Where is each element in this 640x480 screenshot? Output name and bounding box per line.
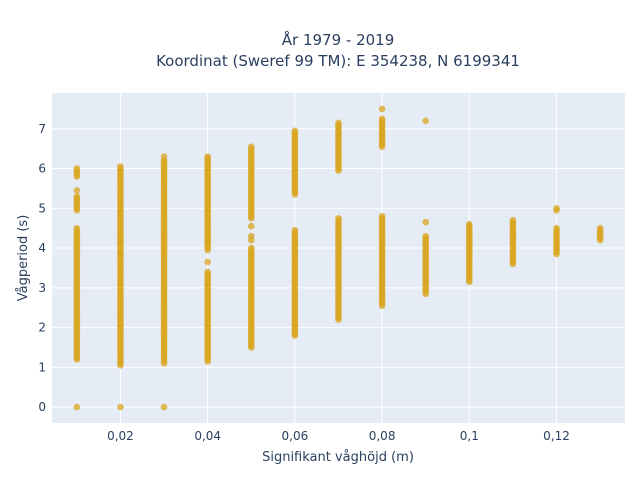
y-tick-label: 0 bbox=[38, 400, 46, 414]
data-point bbox=[553, 224, 560, 232]
data-point bbox=[117, 163, 124, 170]
y-tick-label: 3 bbox=[38, 281, 46, 295]
data-point bbox=[247, 222, 255, 230]
data-point bbox=[73, 165, 81, 172]
data-point bbox=[466, 220, 473, 228]
data-point bbox=[73, 224, 81, 232]
data-point bbox=[247, 232, 255, 240]
y-tick-label: 5 bbox=[38, 201, 46, 215]
y-tick-label: 6 bbox=[38, 162, 46, 176]
data-points bbox=[73, 105, 604, 411]
data-point bbox=[378, 212, 386, 220]
data-point bbox=[422, 232, 430, 240]
y-tick-label: 1 bbox=[38, 360, 46, 374]
data-point bbox=[204, 268, 211, 276]
data-point bbox=[204, 153, 211, 160]
data-point bbox=[247, 143, 255, 150]
y-axis-title: Vågperiod (s) bbox=[16, 215, 31, 302]
x-tick-label: 0,06 bbox=[282, 429, 309, 443]
y-tick-label: 4 bbox=[38, 241, 46, 255]
data-point bbox=[247, 244, 255, 252]
data-point bbox=[422, 117, 430, 125]
data-point bbox=[509, 216, 517, 224]
data-point bbox=[335, 119, 342, 127]
x-tick-label: 0,1 bbox=[460, 429, 479, 443]
y-tick-label: 7 bbox=[38, 122, 46, 136]
data-point bbox=[378, 115, 386, 123]
x-tick-label: 0,08 bbox=[369, 429, 396, 443]
data-point bbox=[291, 226, 299, 234]
data-point bbox=[73, 403, 81, 411]
x-tick-label: 0,12 bbox=[543, 429, 570, 443]
x-axis-ticks: 0,02 0,04 0,06 0,08 0,1 0,12 bbox=[107, 429, 570, 443]
x-axis-title: Signifikant våghöjd (m) bbox=[262, 450, 414, 465]
data-point bbox=[335, 214, 342, 222]
chart-title-line-1: År 1979 - 2019 bbox=[282, 30, 395, 49]
data-point bbox=[553, 205, 560, 212]
x-tick-label: 0,02 bbox=[107, 429, 134, 443]
data-point bbox=[204, 258, 211, 266]
data-point bbox=[160, 403, 168, 411]
data-point bbox=[378, 105, 386, 113]
data-point bbox=[73, 187, 81, 194]
data-point bbox=[596, 224, 604, 232]
x-tick-label: 0,04 bbox=[194, 429, 221, 443]
y-axis-ticks: 0 1 2 3 4 5 6 7 bbox=[38, 122, 46, 414]
data-point bbox=[117, 403, 124, 411]
data-point bbox=[291, 127, 299, 135]
y-tick-label: 2 bbox=[38, 321, 46, 335]
data-point bbox=[160, 153, 168, 160]
data-point bbox=[422, 218, 430, 226]
data-point bbox=[73, 193, 81, 200]
chart-title-line-2: Koordinat (Sweref 99 TM): E 354238, N 61… bbox=[156, 52, 520, 70]
